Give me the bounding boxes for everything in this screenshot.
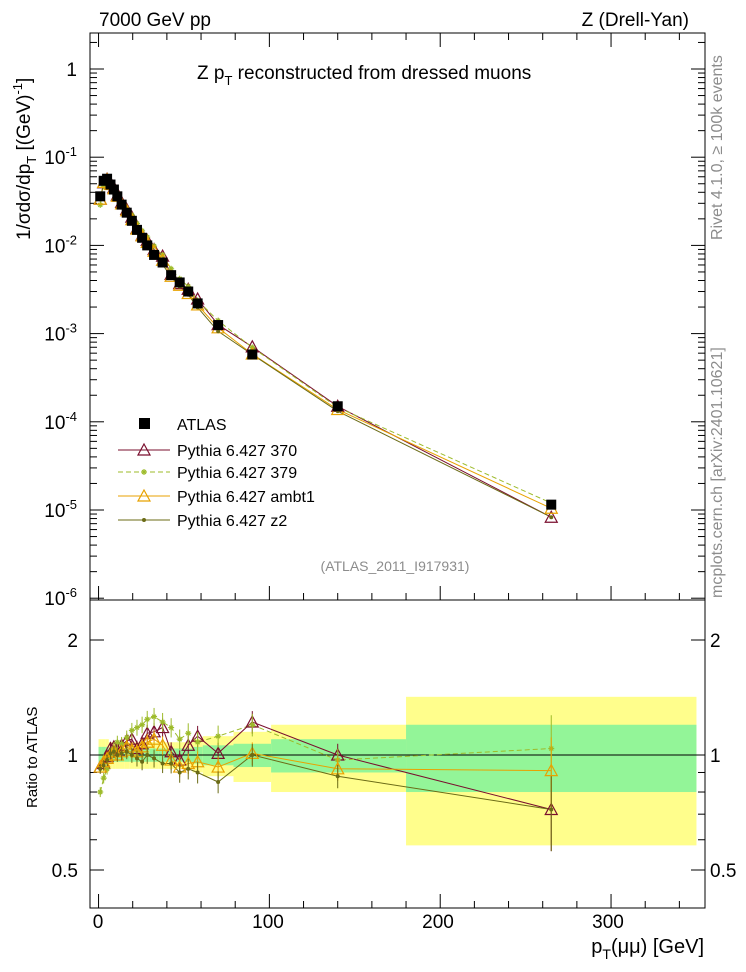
legend-marker-z2: [142, 518, 146, 522]
atlas-data-point: [247, 349, 258, 360]
atlas-data-point: [142, 240, 153, 251]
series-line-p379: [99, 181, 552, 504]
y-axis-label: 1/σdσ/dpT [(GeV)-1]: [10, 78, 39, 240]
marker-z2: [216, 329, 221, 334]
atlas-data-point: [166, 270, 177, 281]
atlas-data-point: [108, 184, 119, 195]
legend: [118, 418, 170, 522]
axes-frames: 10-6 10-5 10-4 10-3 10-2 10-1 1: [44, 32, 706, 909]
atlas-data-point: [112, 191, 123, 202]
atlas-data-point: [126, 215, 137, 226]
legend-marker-atlas: [139, 418, 150, 429]
atlas-data-point: [105, 179, 116, 190]
x-tick-label: 0: [93, 912, 104, 933]
ratio-y-axis-label: Ratio to ATLAS: [24, 707, 41, 808]
x-axis-label: pT(μμ) [GeV]: [591, 936, 704, 962]
marker-p379: [100, 183, 107, 190]
plot-title: Z pT reconstructed from dressed muons: [197, 63, 531, 88]
legend-label-p370: Pythia 6.427 370: [177, 443, 297, 460]
atlas-data-point: [332, 401, 343, 412]
legend-marker-ambt1: [136, 488, 152, 502]
series-line-p370: [99, 178, 552, 518]
series-line-ambt1: [99, 178, 552, 509]
ratio-y-tick-label-right: 2: [710, 631, 721, 652]
analysis-tag: (ATLAS_2011_I917931): [321, 558, 470, 574]
atlas-data-point: [131, 224, 142, 235]
atlas-data-point: [546, 499, 557, 510]
y-tick-label: 10-3: [44, 321, 77, 346]
rivet-label: Rivet 4.1.0, ≥ 100k events: [709, 55, 726, 240]
y-tick-label: 1: [66, 60, 77, 81]
atlas-data-point: [102, 173, 113, 184]
atlas-data-point: [116, 199, 127, 210]
ratio-y-tick-label: 0.5: [52, 861, 78, 882]
y-tick-label: 10-2: [44, 232, 77, 257]
ratio-y-tick-label: 2: [67, 631, 78, 652]
legend-label-p379: Pythia 6.427 379: [177, 465, 297, 482]
ratio-panel-frame: [89, 599, 706, 909]
legend-label-atlas: ATLAS: [177, 417, 227, 434]
atlas-data-point: [174, 277, 185, 288]
marker-p379: [97, 201, 104, 208]
atlas-data-point: [192, 298, 203, 309]
y-tick-label: 10-5: [44, 497, 77, 522]
ratio-y-tick-label-right: 1: [710, 746, 721, 767]
process-label: Z (Drell-Yan): [582, 10, 689, 31]
y-tick-label: 10-4: [44, 409, 77, 434]
y-tick-label: 10-6: [44, 585, 77, 610]
legend-label-ambt1: Pythia 6.427 ambt1: [177, 489, 315, 506]
x-tick-label: 100: [252, 912, 284, 933]
atlas-data-point: [137, 232, 148, 243]
legend-marker-p379: [141, 469, 147, 475]
atlas-data-point: [213, 320, 224, 331]
legend-marker-p370: [136, 442, 152, 456]
atlas-data-point: [121, 207, 132, 218]
marker-p379: [168, 265, 175, 272]
atlas-data-point: [157, 257, 168, 268]
atlas-data-point: [149, 249, 160, 260]
data-markers: [93, 171, 559, 852]
atlas-data-point: [95, 191, 106, 202]
x-tick-label: 300: [592, 912, 624, 933]
series-line-z2: [99, 179, 552, 518]
ratio-y-tick-label: 1: [67, 746, 78, 767]
marker-p370: [544, 509, 559, 523]
ratio-y-tick-label-right: 0.5: [710, 861, 736, 882]
atlas-data-point: [183, 286, 194, 297]
marker-z2: [549, 515, 554, 520]
energy-label: 7000 GeV pp: [99, 10, 211, 31]
x-tick-label: 200: [422, 912, 454, 933]
legend-label-z2: Pythia 6.427 z2: [177, 513, 287, 530]
y-tick-label: 10-1: [44, 144, 77, 169]
mcplots-label: mcplots.cern.ch [arXiv:2401.10621]: [709, 347, 726, 598]
